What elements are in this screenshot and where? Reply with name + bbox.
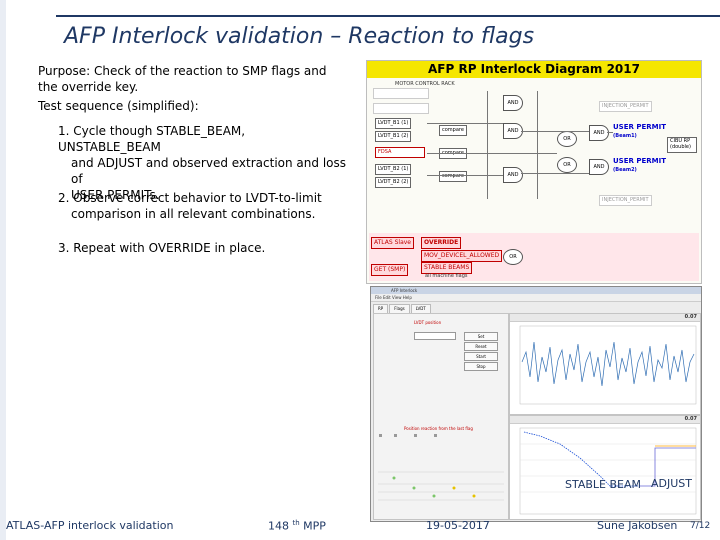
app-button[interactable]: Start — [464, 352, 498, 361]
mov-devicel-box: MOV_DEVICEL_ALLOWED — [421, 250, 503, 262]
diagram-bus-line — [537, 91, 538, 199]
footer-meeting: 148 th MPP — [268, 519, 326, 533]
chart-value: 0.07 — [684, 416, 697, 422]
diagram-wire — [521, 131, 589, 132]
fdsa-box: FDSA — [375, 147, 425, 158]
compare-box: compare — [439, 125, 467, 136]
override-zone — [369, 233, 699, 281]
diagram-wire — [427, 123, 503, 124]
get-smp-box: GET (SMP) — [371, 264, 409, 276]
lvdt-panel-title: LVDT position — [414, 320, 442, 325]
sequence-heading: Test sequence (simplified): — [38, 99, 199, 113]
item-1-line-1: 1. Cycle though STABLE_BEAM, UNSTABLE_BE… — [58, 124, 246, 154]
app-tabs: RP Flags LVDT — [373, 304, 432, 314]
override-box: OVERRIDE — [421, 237, 462, 249]
item-3-line-1: 3. Repeat with OVERRIDE in place. — [58, 241, 266, 255]
adjust-annotation: ADJUST — [651, 477, 692, 490]
lvdt-box: LVDT_B2 (1) — [375, 164, 412, 175]
all-machine-flags-label: all machine flags — [425, 273, 468, 279]
app-control-panel: LVDT position Set Reset Start Stop Posit… — [373, 313, 509, 520]
chart-header: 0.07 — [510, 314, 700, 322]
atlas-slave-box: ATLAS Slave — [371, 237, 414, 249]
result-title: Position reaction from the last flag — [404, 426, 473, 431]
lvdt-trace — [519, 325, 697, 405]
user-permit-beam1: USER PERMIT (Beam1) — [613, 123, 666, 139]
lvdt-chart: 0.07 — [509, 313, 701, 415]
diagram-title: AFP RP Interlock Diagram 2017 — [367, 61, 701, 78]
or-gate: OR — [557, 131, 577, 147]
and-gate: AND — [589, 159, 609, 175]
footer-date: 19-05-2017 — [426, 519, 490, 532]
interlock-diagram: AFP RP Interlock Diagram 2017 MOTOR CONT… — [366, 60, 702, 284]
footer-title: ATLAS-AFP interlock validation — [6, 519, 174, 532]
injection-permit-1: INJECTION_PERMIT — [599, 101, 652, 112]
item-2-line-2: comparison in all relevant combinations. — [71, 207, 316, 221]
item-1-line-2: and ADJUST and observed extraction and l… — [71, 156, 346, 186]
motor-control-label: MOTOR CONTROL RACK — [395, 81, 455, 87]
app-menubar: File Edit View Help — [371, 294, 701, 302]
and-gate: AND — [503, 95, 523, 111]
app-button[interactable]: Set — [464, 332, 498, 341]
stable-beams-box: STABLE BEAMS — [421, 262, 473, 274]
stable-beam-annotation: STABLE BEAM — [565, 478, 642, 491]
lvdt-box: LVDT_B1 (2) — [375, 131, 412, 142]
app-titlebar: AFP Interlock — [371, 287, 701, 294]
sequence-item-2: 2. Observe correct behavior to LVDT-to-l… — [58, 190, 348, 222]
and-gate: AND — [503, 123, 523, 139]
chart-value: 0.07 — [684, 314, 697, 320]
diagram-bus-line — [487, 91, 488, 199]
diagram-input-grey — [373, 103, 429, 114]
app-button[interactable]: Reset — [464, 342, 498, 351]
chart-header: 0.07 — [510, 416, 700, 424]
diagram-wire — [607, 132, 613, 133]
lvdt-value-field[interactable] — [414, 332, 456, 340]
lvdt-box: LVDT_B2 (2) — [375, 177, 412, 188]
diagram-input-grey — [373, 88, 429, 99]
app-status-grid — [378, 434, 504, 501]
slide-left-bar — [0, 0, 6, 540]
sequence-item-1: 1. Cycle though STABLE_BEAM, UNSTABLE_BE… — [58, 123, 348, 203]
title-rule — [56, 15, 720, 17]
or-gate: OR — [503, 249, 523, 265]
and-gate: AND — [589, 125, 609, 141]
and-gate: AND — [503, 167, 523, 183]
diagram-wire — [427, 175, 503, 176]
injection-permit-2: INJECTION_PERMIT — [599, 195, 652, 206]
purpose-text: Purpose: Check of the reaction to SMP fl… — [38, 64, 327, 94]
or-gate: OR — [557, 157, 577, 173]
user-permit-beam2: USER PERMIT (Beam2) — [613, 157, 666, 173]
item-1-line-3: USER PERMITs. — [71, 188, 160, 202]
lvdt-box: LVDT_B1 (1) — [375, 118, 412, 129]
compare-box: compare — [439, 171, 467, 182]
sequence-item-3: 3. Repeat with OVERRIDE in place. — [58, 240, 348, 256]
flag-chart: 0.07 — [509, 415, 701, 520]
item-2-line-1: 2. Observe correct behavior to LVDT-to-l… — [58, 191, 322, 205]
diagram-wire — [427, 153, 557, 154]
footer-author: Sune Jakobsen — [597, 519, 678, 532]
interlock-app-window: AFP Interlock File Edit View Help RP Flag… — [370, 286, 702, 522]
slide-title: AFP Interlock validation – Reaction to f… — [64, 24, 535, 49]
diagram-wire — [521, 173, 589, 174]
cibu-box: CIBU RP (double) — [667, 137, 697, 153]
flag-trace — [519, 427, 697, 515]
app-button[interactable]: Stop — [464, 362, 498, 371]
footer-page-number: 7/12 — [690, 521, 711, 531]
